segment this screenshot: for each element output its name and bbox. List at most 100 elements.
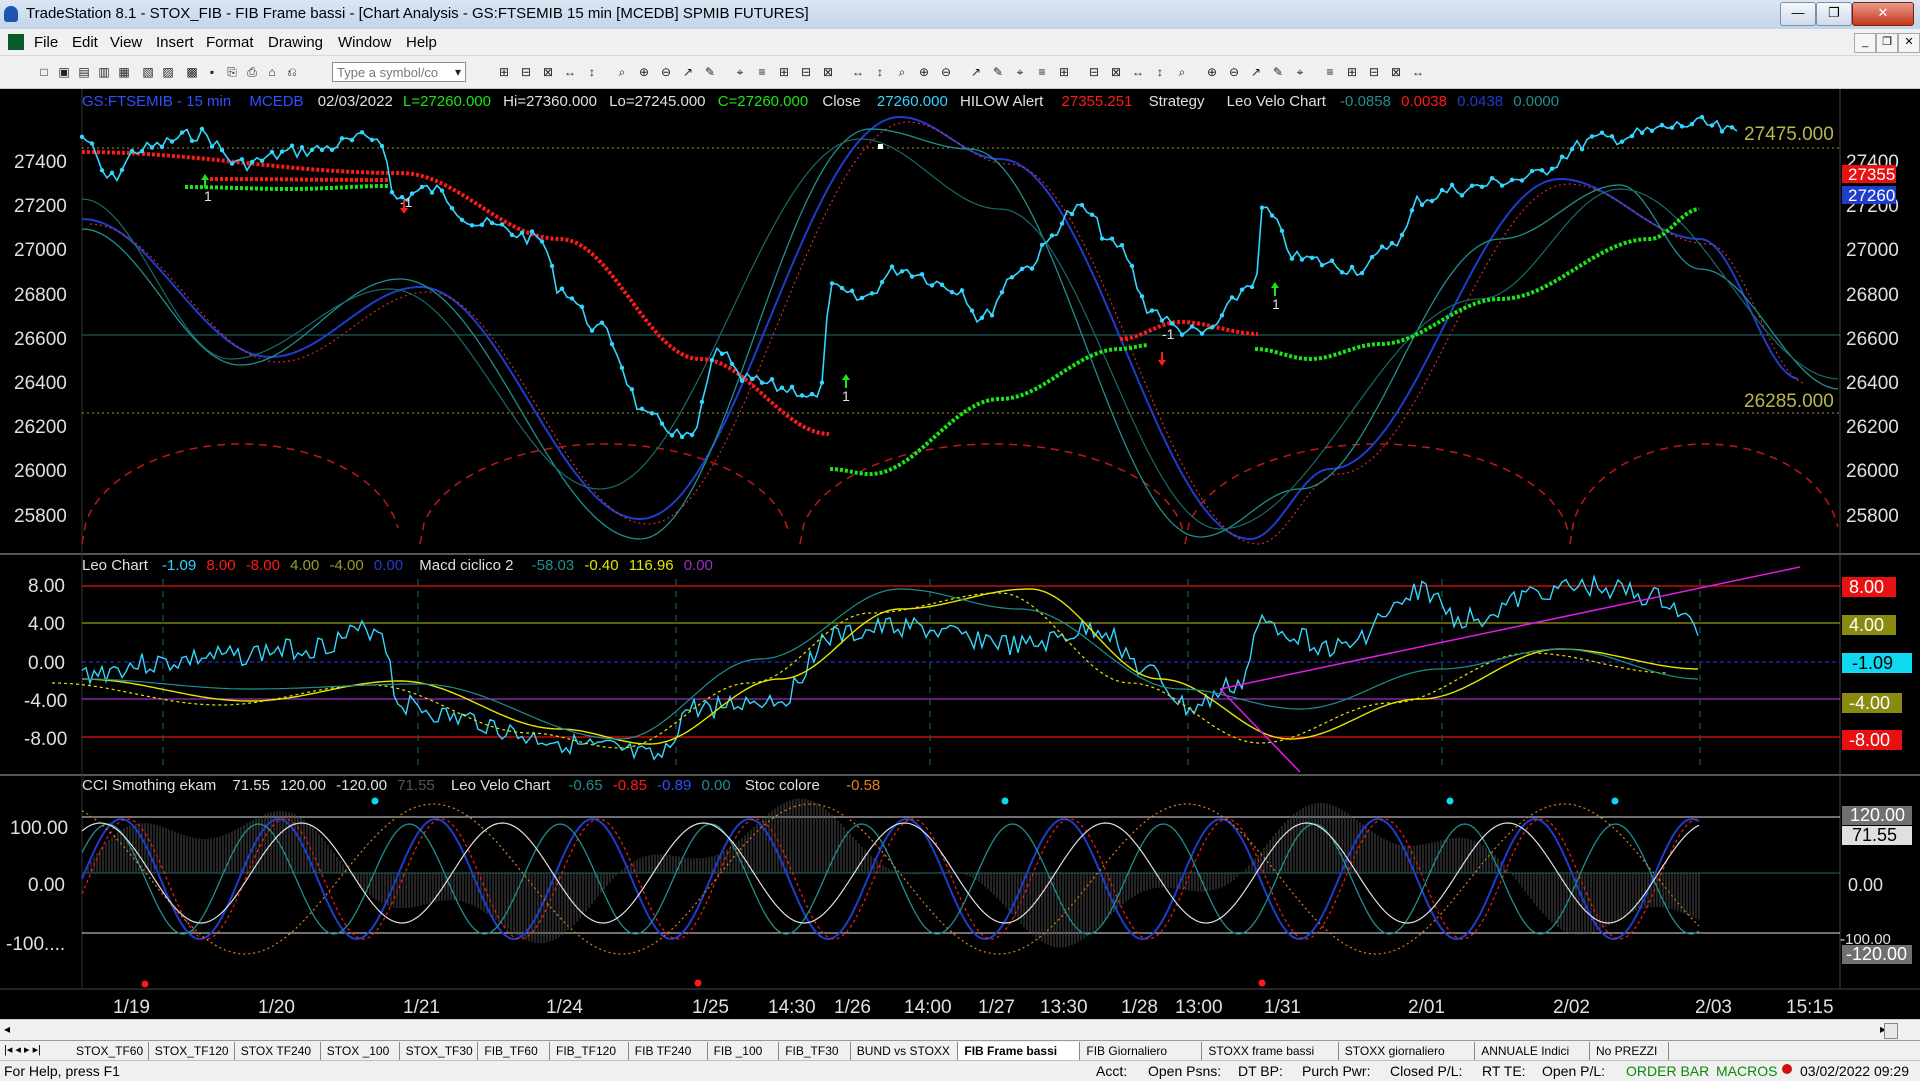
symbol-input[interactable]: Type a symbol/co [332, 62, 466, 82]
toolbar-button-icon[interactable]: ✎ [992, 65, 1004, 79]
toolbar-button-icon[interactable]: ✎ [704, 65, 716, 79]
price-bar [1459, 193, 1465, 198]
tab-stox-tf240[interactable]: STOX TF240 [235, 1042, 321, 1060]
toolbar-button-icon[interactable]: ↕ [1157, 65, 1163, 79]
toolbar-button-icon[interactable]: ⎘ [227, 65, 237, 79]
toolbar-button-icon[interactable]: ⌖ [1296, 65, 1304, 79]
scroll-right-icon[interactable]: ▸ [1880, 1022, 1886, 1036]
toolbar-button-icon[interactable]: ⊞ [1058, 65, 1070, 79]
minimize-button[interactable]: — [1780, 2, 1816, 26]
toolbar-button-icon[interactable]: ▪ [209, 65, 215, 79]
toolbar-button-icon[interactable]: ▦ [118, 65, 130, 79]
toolbar-button-icon[interactable]: ≡ [1326, 65, 1334, 79]
menu-view[interactable]: View [110, 34, 143, 51]
mdi-restore-button[interactable]: ❐ [1876, 33, 1898, 53]
menu-edit[interactable]: Edit [72, 34, 98, 51]
tab-annuale-indici[interactable]: ANNUALE Indici [1475, 1042, 1590, 1060]
menu-format[interactable]: Format [206, 34, 254, 51]
toolbar-button-icon[interactable]: ⊖ [940, 65, 952, 79]
toolbar-button-icon[interactable]: ⎙ [247, 65, 257, 79]
toolbar-button-icon[interactable]: ⊟ [800, 65, 812, 79]
toolbar-button-icon[interactable]: ↕ [589, 65, 595, 79]
toolbar-button-icon[interactable]: ≡ [758, 65, 766, 79]
toolbar-button-icon[interactable]: ⊕ [918, 65, 930, 79]
toolbar-button-icon[interactable]: ⊠ [542, 65, 554, 79]
maximize-button[interactable]: ❐ [1816, 2, 1852, 26]
toolbar-button-icon[interactable]: ↔ [564, 65, 576, 79]
toolbar-button-icon[interactable]: ⊠ [1390, 65, 1402, 79]
toolbar-button-icon[interactable]: ▩ [186, 65, 198, 79]
tab-fib-tf60[interactable]: FIB_TF60 [478, 1042, 550, 1060]
mdi-close-button[interactable]: ✕ [1898, 33, 1920, 53]
toolbar-button-icon[interactable]: ▨ [162, 65, 174, 79]
tab-fib-tf30[interactable]: FIB_TF30 [779, 1042, 851, 1060]
toolbar-button-icon[interactable]: ⌂ [268, 65, 276, 79]
chart-canvas[interactable]: GS:FTSEMIB - 15 min MCEDB 02/03/2022 L=2… [0, 89, 1920, 1019]
menu-window[interactable]: Window [338, 34, 392, 51]
toolbar-button-icon[interactable]: □ [40, 65, 48, 79]
tab-stox-tf30[interactable]: STOX_TF30 [400, 1042, 479, 1060]
toolbar-button-icon[interactable]: ⊟ [1088, 65, 1100, 79]
tab-stoxx-giornaliero[interactable]: STOXX giornaliero [1339, 1042, 1476, 1060]
menu-help[interactable]: Help [406, 34, 437, 51]
toolbar-button-icon[interactable]: ↕ [877, 65, 883, 79]
status-macros[interactable]: MACROS [1716, 1063, 1778, 1079]
tab-fib-giornaliero[interactable]: FIB Giornaliero [1080, 1042, 1203, 1060]
toolbar-button-icon[interactable]: ↗ [682, 65, 694, 79]
zoom-handle[interactable] [1884, 1023, 1898, 1039]
close-button[interactable]: ✕ [1852, 2, 1914, 26]
chart-doc-icon[interactable] [8, 34, 24, 50]
toolbar-button-icon[interactable]: ▤ [78, 65, 90, 79]
toolbar-button-icon[interactable]: ↔ [1132, 65, 1144, 79]
toolbar-button-icon[interactable]: ↗ [1250, 65, 1262, 79]
toolbar-button-icon[interactable]: ⊠ [822, 65, 834, 79]
symbol-dropdown-icon[interactable]: ▾ [454, 65, 462, 79]
price-bar [1719, 129, 1725, 134]
toolbar-button-icon[interactable]: ⊞ [1346, 65, 1358, 79]
price-bar [909, 274, 915, 279]
toolbar-button-icon[interactable]: ▧ [142, 65, 154, 79]
tab-fib-tf120[interactable]: FIB_TF120 [550, 1042, 629, 1060]
chart-horizontal-scrollbar[interactable]: ◂ ▸ [0, 1019, 1920, 1041]
tab-stox-tf60[interactable]: STOX_TF60 [70, 1042, 149, 1060]
toolbar-button-icon[interactable]: ⌕ [898, 65, 906, 79]
toolbar-button-icon[interactable]: ↔ [1412, 65, 1424, 79]
toolbar-button-icon[interactable]: ⊖ [660, 65, 672, 79]
tab-fib-frame-bassi[interactable]: FIB Frame bassi [958, 1042, 1081, 1060]
toolbar-button-icon[interactable]: ⌖ [736, 65, 744, 79]
tab-fib-tf240[interactable]: FIB TF240 [629, 1042, 708, 1060]
menu-insert[interactable]: Insert [156, 34, 194, 51]
toolbar-button-icon[interactable]: ⊟ [520, 65, 532, 79]
toolbar-button-icon[interactable]: ▥ [98, 65, 110, 79]
tab-fib-100[interactable]: FIB _100 [708, 1042, 780, 1060]
tab-no-prezzi[interactable]: No PREZZI [1590, 1042, 1669, 1060]
toolbar-button-icon[interactable]: ⊠ [1110, 65, 1122, 79]
status-order-bar[interactable]: ORDER BAR [1626, 1063, 1710, 1079]
mdi-minimize-button[interactable]: _ [1854, 33, 1876, 53]
tab-bund-vs-stoxx[interactable]: BUND vs STOXX [851, 1042, 959, 1060]
toolbar-button-icon[interactable]: ⎌ [287, 65, 297, 79]
toolbar-button-icon[interactable]: ⊞ [778, 65, 790, 79]
toolbar-button-icon[interactable]: ✎ [1272, 65, 1284, 79]
tab-nav-icon[interactable]: |◂ ◂ ▸ ▸| [4, 1044, 41, 1056]
tab-stox-100[interactable]: STOX _100 [321, 1042, 400, 1060]
toolbar-button-icon[interactable]: ⌕ [618, 65, 626, 79]
toolbar-button-icon[interactable]: ⊞ [498, 65, 510, 79]
toolbar-button-icon[interactable]: ↔ [852, 65, 864, 79]
toolbar-button-icon[interactable]: ⌕ [1178, 65, 1186, 79]
toolbar-button-icon[interactable]: ⊕ [1206, 65, 1218, 79]
menu-drawing[interactable]: Drawing [268, 34, 324, 51]
toolbar-button-icon[interactable]: ⊖ [1228, 65, 1240, 79]
scroll-left-icon[interactable]: ◂ [4, 1022, 11, 1036]
toolbar-button-icon[interactable]: ↗ [970, 65, 982, 79]
menu-file[interactable]: File [34, 34, 59, 51]
toolbar-button-icon[interactable]: ≡ [1038, 65, 1046, 79]
toolbar-button-icon[interactable]: ⊕ [638, 65, 650, 79]
toolbar-button-icon[interactable]: ⌖ [1016, 65, 1024, 79]
tab-stoxx-frame-bassi[interactable]: STOXX frame bassi [1202, 1042, 1339, 1060]
toolbar-button-icon[interactable]: ⊟ [1368, 65, 1380, 79]
chart-analysis-window[interactable]: GS:FTSEMIB - 15 min MCEDB 02/03/2022 L=2… [0, 89, 1920, 1019]
osc-tick: 4.00 [28, 614, 65, 635]
toolbar-button-icon[interactable]: ▣ [58, 65, 70, 79]
tab-stox-tf120[interactable]: STOX_TF120 [149, 1042, 235, 1060]
